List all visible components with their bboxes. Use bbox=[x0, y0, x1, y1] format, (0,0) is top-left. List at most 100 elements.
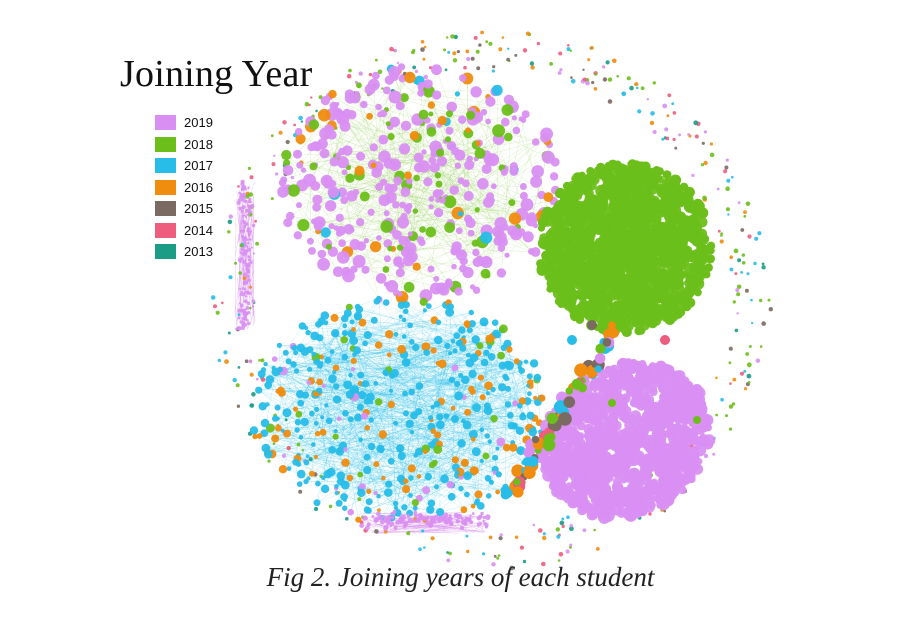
network-node bbox=[263, 361, 268, 367]
network-node bbox=[246, 301, 251, 306]
network-edge bbox=[360, 374, 468, 495]
network-node bbox=[484, 475, 492, 482]
network-node bbox=[446, 558, 451, 563]
network-node bbox=[313, 499, 321, 507]
network-edge bbox=[311, 380, 474, 440]
network-node bbox=[674, 146, 678, 150]
network-node bbox=[471, 447, 481, 457]
network-node bbox=[417, 517, 421, 521]
network-edge bbox=[352, 304, 407, 349]
network-node bbox=[257, 369, 266, 378]
network-node bbox=[345, 517, 349, 521]
network-node bbox=[579, 302, 592, 315]
network-node bbox=[228, 275, 233, 280]
network-edge bbox=[282, 395, 306, 470]
network-node bbox=[737, 201, 741, 205]
network-edge bbox=[381, 385, 531, 518]
network-node bbox=[428, 461, 436, 469]
network-node bbox=[383, 210, 390, 217]
network-node bbox=[387, 400, 395, 409]
network-edge bbox=[487, 328, 504, 406]
network-node bbox=[725, 414, 728, 418]
network-node bbox=[554, 189, 564, 199]
network-node bbox=[482, 519, 485, 523]
network-node bbox=[416, 236, 425, 244]
network-node bbox=[512, 126, 521, 135]
network-node bbox=[398, 314, 403, 319]
network-node bbox=[533, 395, 538, 401]
network-edge bbox=[350, 370, 522, 420]
network-node bbox=[428, 111, 434, 117]
network-node bbox=[402, 308, 409, 315]
network-node bbox=[246, 242, 250, 245]
network-node bbox=[348, 372, 353, 378]
network-edge bbox=[406, 304, 523, 418]
network-node bbox=[332, 433, 339, 440]
network-edge bbox=[418, 476, 504, 491]
network-node bbox=[463, 521, 468, 526]
network-edge bbox=[331, 351, 489, 411]
network-node bbox=[488, 479, 494, 485]
network-node bbox=[435, 360, 441, 366]
network-node bbox=[656, 202, 670, 216]
network-edge bbox=[351, 333, 402, 350]
network-node bbox=[435, 282, 448, 295]
network-edge bbox=[448, 302, 520, 364]
network-node bbox=[343, 224, 354, 235]
network-node bbox=[373, 461, 380, 468]
network-edge bbox=[354, 354, 445, 479]
network-node bbox=[247, 200, 251, 204]
network-node bbox=[747, 234, 752, 239]
network-edge bbox=[425, 376, 530, 450]
network-edge bbox=[500, 141, 536, 232]
network-node bbox=[557, 300, 565, 309]
network-node bbox=[242, 276, 247, 281]
network-node bbox=[307, 366, 313, 372]
network-edge bbox=[313, 392, 402, 479]
network-node bbox=[465, 49, 470, 54]
network-edge bbox=[323, 342, 461, 387]
network-node bbox=[519, 183, 527, 190]
network-node bbox=[238, 271, 242, 275]
network-node bbox=[243, 187, 247, 191]
network-node bbox=[618, 164, 631, 177]
network-node bbox=[249, 372, 254, 377]
network-node bbox=[336, 156, 349, 169]
network-node bbox=[513, 358, 520, 365]
network-node bbox=[448, 351, 453, 356]
network-edge bbox=[286, 154, 337, 229]
network-node bbox=[382, 266, 390, 273]
network-node bbox=[755, 358, 761, 363]
network-node bbox=[474, 490, 483, 499]
network-node bbox=[283, 159, 291, 167]
network-node bbox=[459, 525, 465, 530]
network-node bbox=[351, 327, 356, 332]
network-node bbox=[387, 457, 395, 465]
network-edge bbox=[405, 329, 463, 490]
network-node bbox=[353, 311, 363, 320]
network-node bbox=[492, 124, 506, 138]
network-node bbox=[334, 490, 339, 496]
network-edge bbox=[366, 412, 453, 486]
network-node bbox=[375, 103, 382, 111]
network-node bbox=[241, 287, 245, 291]
network-node bbox=[210, 295, 216, 300]
network-node bbox=[685, 297, 696, 308]
network-edge bbox=[510, 370, 522, 416]
network-edge bbox=[339, 451, 527, 465]
network-node bbox=[240, 247, 245, 252]
network-node bbox=[365, 517, 369, 520]
network-node bbox=[453, 332, 461, 339]
network-node bbox=[745, 201, 751, 206]
network-node bbox=[401, 334, 407, 339]
network-node bbox=[635, 217, 648, 230]
network-node bbox=[463, 320, 471, 328]
network-node bbox=[493, 236, 503, 246]
network-node bbox=[481, 164, 492, 174]
network-node bbox=[729, 267, 734, 272]
network-edge bbox=[298, 397, 542, 456]
network-node bbox=[444, 68, 448, 72]
network-node bbox=[650, 111, 655, 116]
